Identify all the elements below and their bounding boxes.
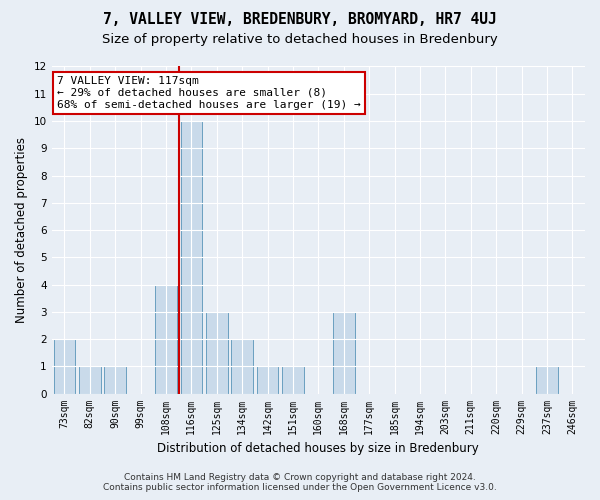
Bar	[333, 312, 355, 394]
Text: Size of property relative to detached houses in Bredenbury: Size of property relative to detached ho…	[102, 32, 498, 46]
Text: Contains HM Land Registry data © Crown copyright and database right 2024.
Contai: Contains HM Land Registry data © Crown c…	[103, 473, 497, 492]
Bar	[257, 366, 278, 394]
Bar	[536, 366, 557, 394]
Y-axis label: Number of detached properties: Number of detached properties	[15, 137, 28, 323]
Bar	[53, 339, 75, 394]
Bar	[155, 284, 177, 394]
Bar	[181, 121, 202, 394]
Bar	[79, 366, 101, 394]
Text: 7 VALLEY VIEW: 117sqm
← 29% of detached houses are smaller (8)
68% of semi-detac: 7 VALLEY VIEW: 117sqm ← 29% of detached …	[57, 76, 361, 110]
Bar	[282, 366, 304, 394]
Bar	[206, 312, 227, 394]
Text: 7, VALLEY VIEW, BREDENBURY, BROMYARD, HR7 4UJ: 7, VALLEY VIEW, BREDENBURY, BROMYARD, HR…	[103, 12, 497, 28]
X-axis label: Distribution of detached houses by size in Bredenbury: Distribution of detached houses by size …	[157, 442, 479, 455]
Bar	[104, 366, 126, 394]
Bar	[232, 339, 253, 394]
